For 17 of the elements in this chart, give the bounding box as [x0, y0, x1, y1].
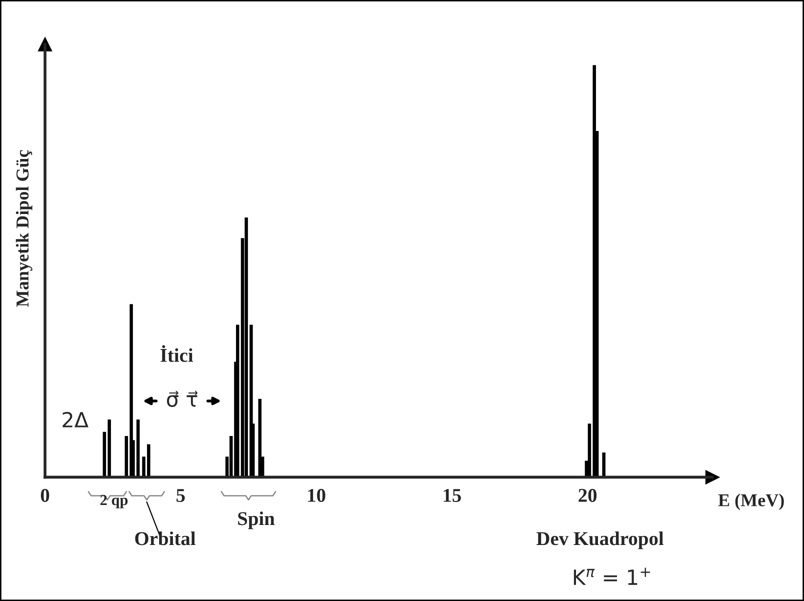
text: 2 qp [100, 494, 128, 508]
text: Dev Kuadropol [536, 532, 664, 550]
text: K$^{π}$ = 1$^{+}$ [574, 568, 650, 585]
bar [258, 398, 262, 478]
annotation: İtici [160, 345, 194, 362]
x-tick-label: 10 [308, 488, 326, 502]
x-axis-title: E (MeV) [718, 494, 784, 510]
bar [602, 452, 606, 478]
x-tick-label: 20 [578, 488, 597, 502]
y-axis-title: Manyetik Dipol Güç [16, 150, 32, 307]
annotation: σ⃗ τ⃗ [166, 390, 198, 407]
x-tick-label: 5 [176, 489, 185, 502]
text: Orbital [135, 532, 196, 546]
text: Spin [238, 512, 275, 530]
x-tick-label: 15 [444, 488, 461, 502]
x-tick-label: 0 [40, 488, 50, 502]
annotation: 2Δ [62, 412, 88, 428]
